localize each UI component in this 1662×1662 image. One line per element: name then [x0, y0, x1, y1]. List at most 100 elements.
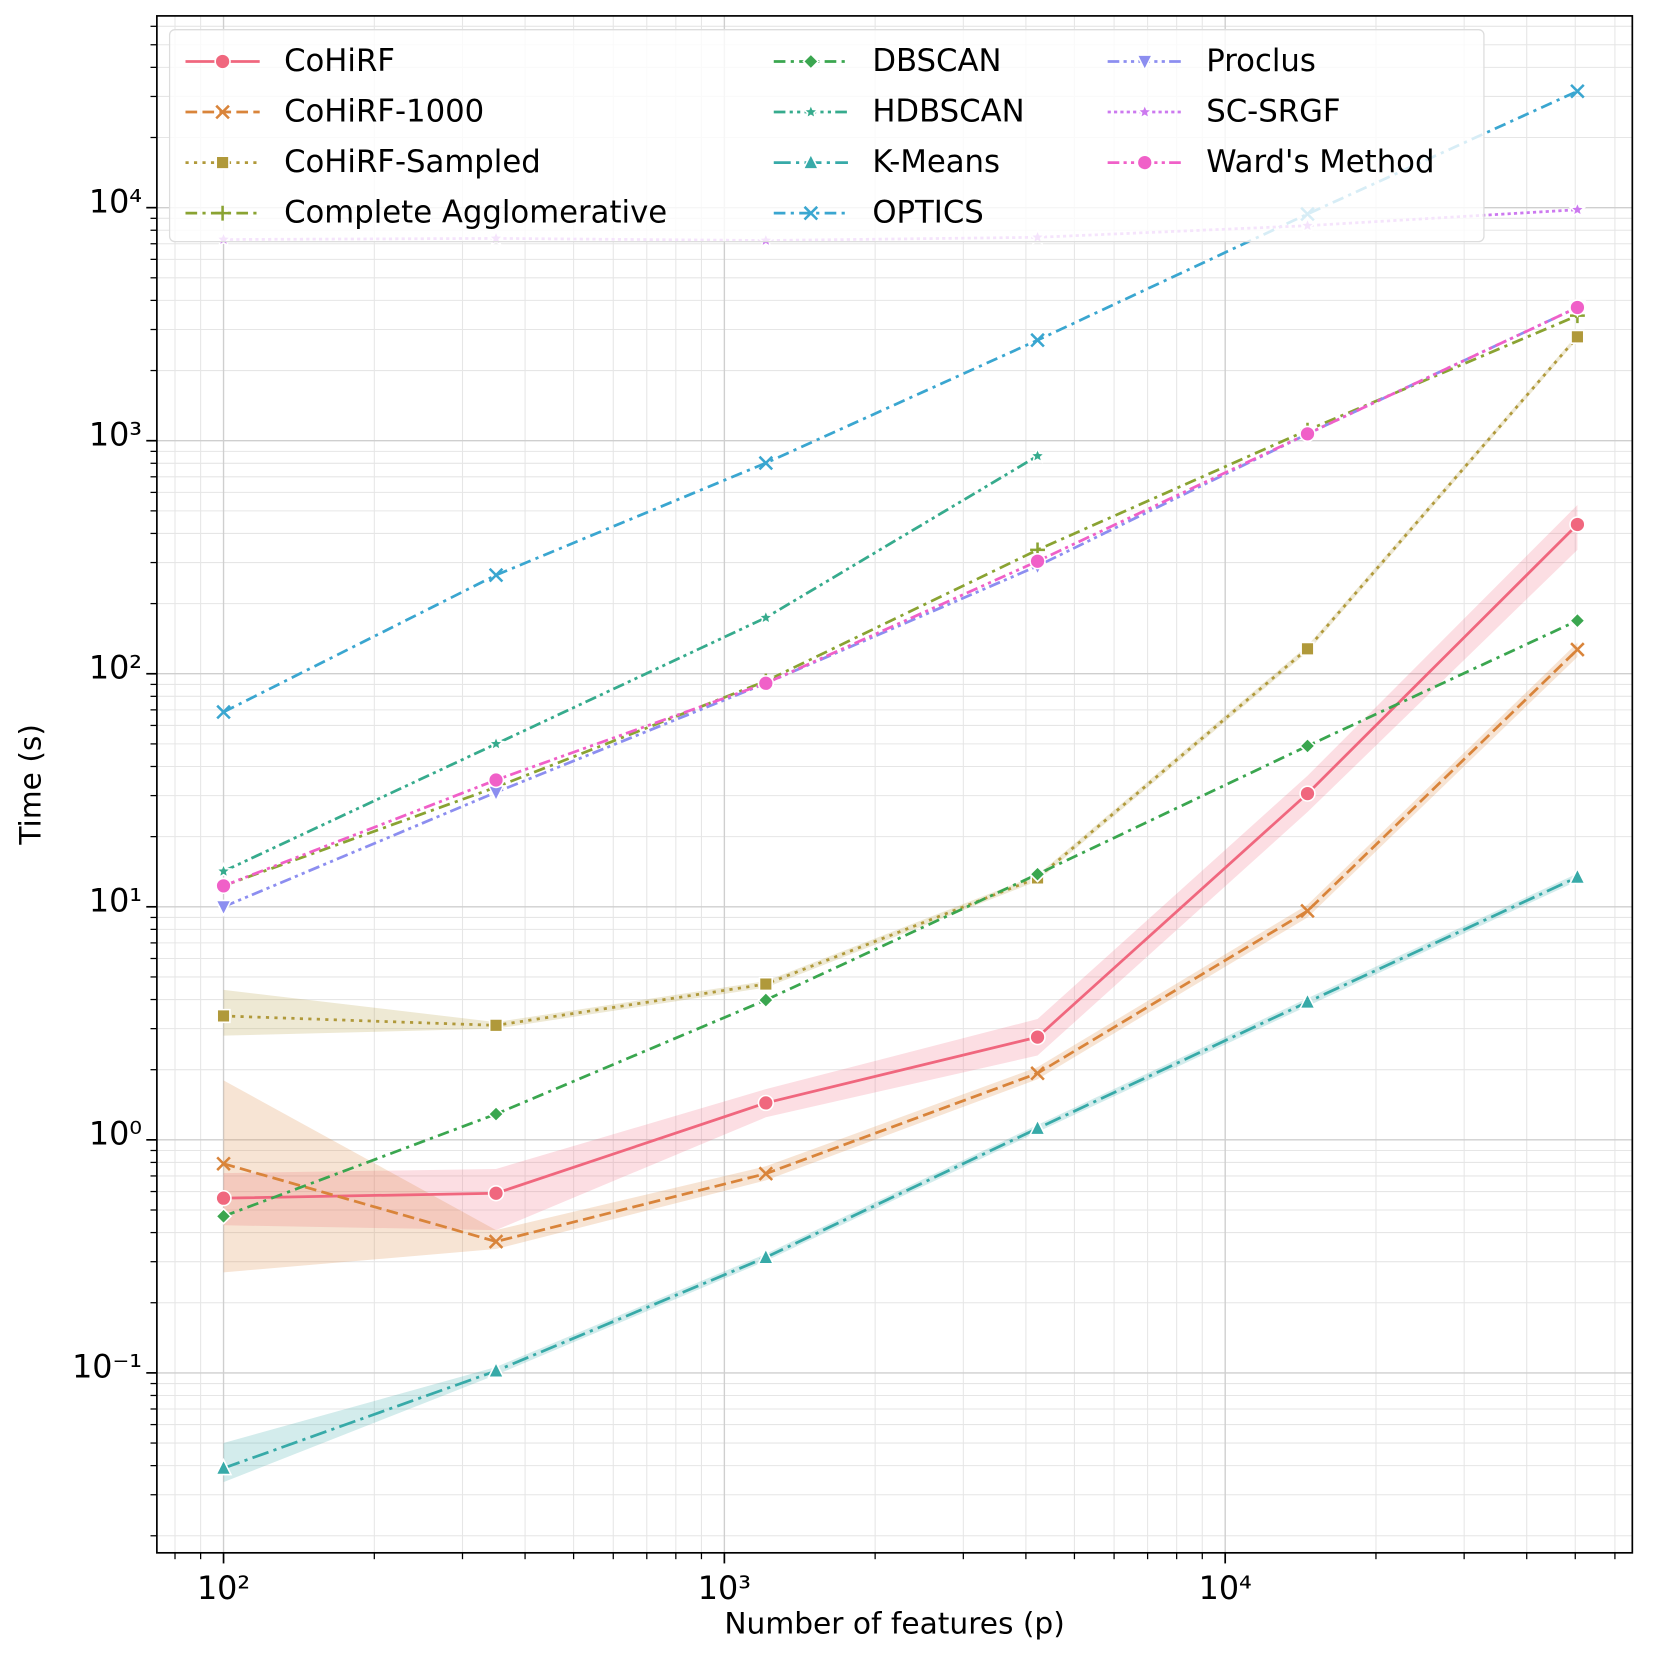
legend-label: OPTICS [872, 195, 983, 231]
data-point [487, 734, 506, 752]
x-axis-label: Number of features (p) [724, 1605, 1064, 1640]
legend-marker [215, 205, 231, 221]
confidence-band [223, 642, 1578, 1273]
series-line [223, 314, 1578, 888]
data-point [1300, 903, 1315, 919]
y-tick-label: 10⁰ [89, 1116, 142, 1153]
plot-frame [156, 15, 1634, 1554]
y-tick-label: 10⁴ [89, 183, 142, 220]
confidence-band [223, 504, 1578, 1231]
data-point [758, 976, 773, 992]
data-point [487, 1105, 505, 1123]
confidence-band [223, 873, 1578, 1483]
series-line [223, 523, 1579, 1200]
data-point [1028, 865, 1047, 883]
series-line [223, 306, 1579, 888]
legend: CoHiRF CoHiRF-1000 CoHiRF-Sampled Complete … [168, 29, 1485, 243]
data-point [1298, 737, 1317, 755]
series-line [222, 454, 1039, 873]
data-point [1569, 516, 1586, 533]
data-point [214, 861, 233, 879]
data-point [1028, 446, 1047, 464]
legend-marker [214, 53, 231, 70]
legend-label: DBSCAN [872, 43, 1001, 79]
legend-label: SC-SRGF [1206, 94, 1340, 130]
data-point [1568, 200, 1587, 218]
data-point [216, 704, 231, 720]
legend-marker [801, 102, 820, 120]
legend-marker [802, 152, 820, 170]
data-point [1299, 425, 1316, 442]
legend-label: Complete Agglomerative [284, 195, 667, 231]
series-line [223, 875, 1578, 1470]
data-point [1300, 641, 1315, 656]
legend-label: K-Means [872, 144, 1000, 180]
data-point [214, 899, 233, 918]
series-line [223, 619, 1578, 1218]
legend-marker [802, 52, 820, 71]
data-point [1570, 642, 1585, 657]
data-point [1298, 991, 1317, 1010]
legend-marker [803, 205, 819, 221]
data-point [488, 1018, 504, 1033]
data-point [1030, 332, 1045, 348]
x-tick-label: 10² [197, 1570, 250, 1607]
series-line [222, 89, 1578, 714]
data-point [1569, 299, 1586, 316]
legend-marker [1135, 102, 1154, 120]
data-point [487, 1360, 505, 1379]
legend-marker [1136, 154, 1153, 171]
data-point [1028, 1118, 1047, 1136]
data-point [215, 1190, 232, 1207]
legend-label: HDBSCAN [872, 94, 1024, 130]
data-point [1570, 83, 1585, 99]
legend-label: Ward's Method [1206, 144, 1434, 180]
data-point [487, 1185, 505, 1202]
data-point [758, 455, 774, 471]
data-point [214, 1457, 233, 1476]
x-tick-label: 10⁴ [1199, 1570, 1252, 1607]
y-tick-label: 10⁻¹ [72, 1349, 142, 1386]
legend-label: CoHiRF [284, 43, 395, 79]
data-point [216, 1156, 231, 1171]
data-point [1029, 1028, 1046, 1046]
data-point [215, 877, 232, 894]
data-point [756, 608, 775, 626]
data-point [1568, 866, 1587, 885]
markers [214, 83, 1587, 1476]
y-tick-label: 10² [89, 650, 142, 687]
data-point [488, 1234, 504, 1249]
data-point [1299, 785, 1316, 802]
series-line [223, 648, 1579, 1243]
y-axis-label: Time (s) [12, 724, 47, 846]
legend-label: CoHiRF-1000 [284, 94, 484, 130]
data-point [1570, 329, 1585, 345]
x-tick-label: 10³ [698, 1570, 751, 1607]
data-point [487, 771, 505, 789]
data-point [488, 567, 504, 583]
legend-marker [1136, 54, 1154, 72]
data-point [757, 1094, 775, 1112]
legend-box [168, 29, 1485, 243]
legend-marker [215, 155, 230, 170]
data-point [1568, 612, 1586, 630]
data-point [1030, 1066, 1045, 1081]
data-point [758, 1166, 774, 1181]
data-point [757, 991, 775, 1009]
data-point [757, 675, 775, 692]
bands [223, 334, 1578, 1483]
legend-label: Proclus [1206, 43, 1316, 79]
axes: 10² 10³ 10⁴ 10⁻¹ 10⁰ 10¹ 10² 10³ 10⁴ [72, 25, 1616, 1607]
data-point [1029, 553, 1046, 570]
data-point [216, 1008, 231, 1024]
y-tick-label: 10¹ [89, 883, 142, 920]
y-tick-label: 10³ [89, 416, 142, 453]
data-point [757, 1247, 775, 1265]
legend-label: CoHiRF-Sampled [284, 144, 541, 180]
legend-marker [215, 104, 230, 120]
lines [222, 89, 1579, 1470]
data-point [214, 1207, 233, 1225]
